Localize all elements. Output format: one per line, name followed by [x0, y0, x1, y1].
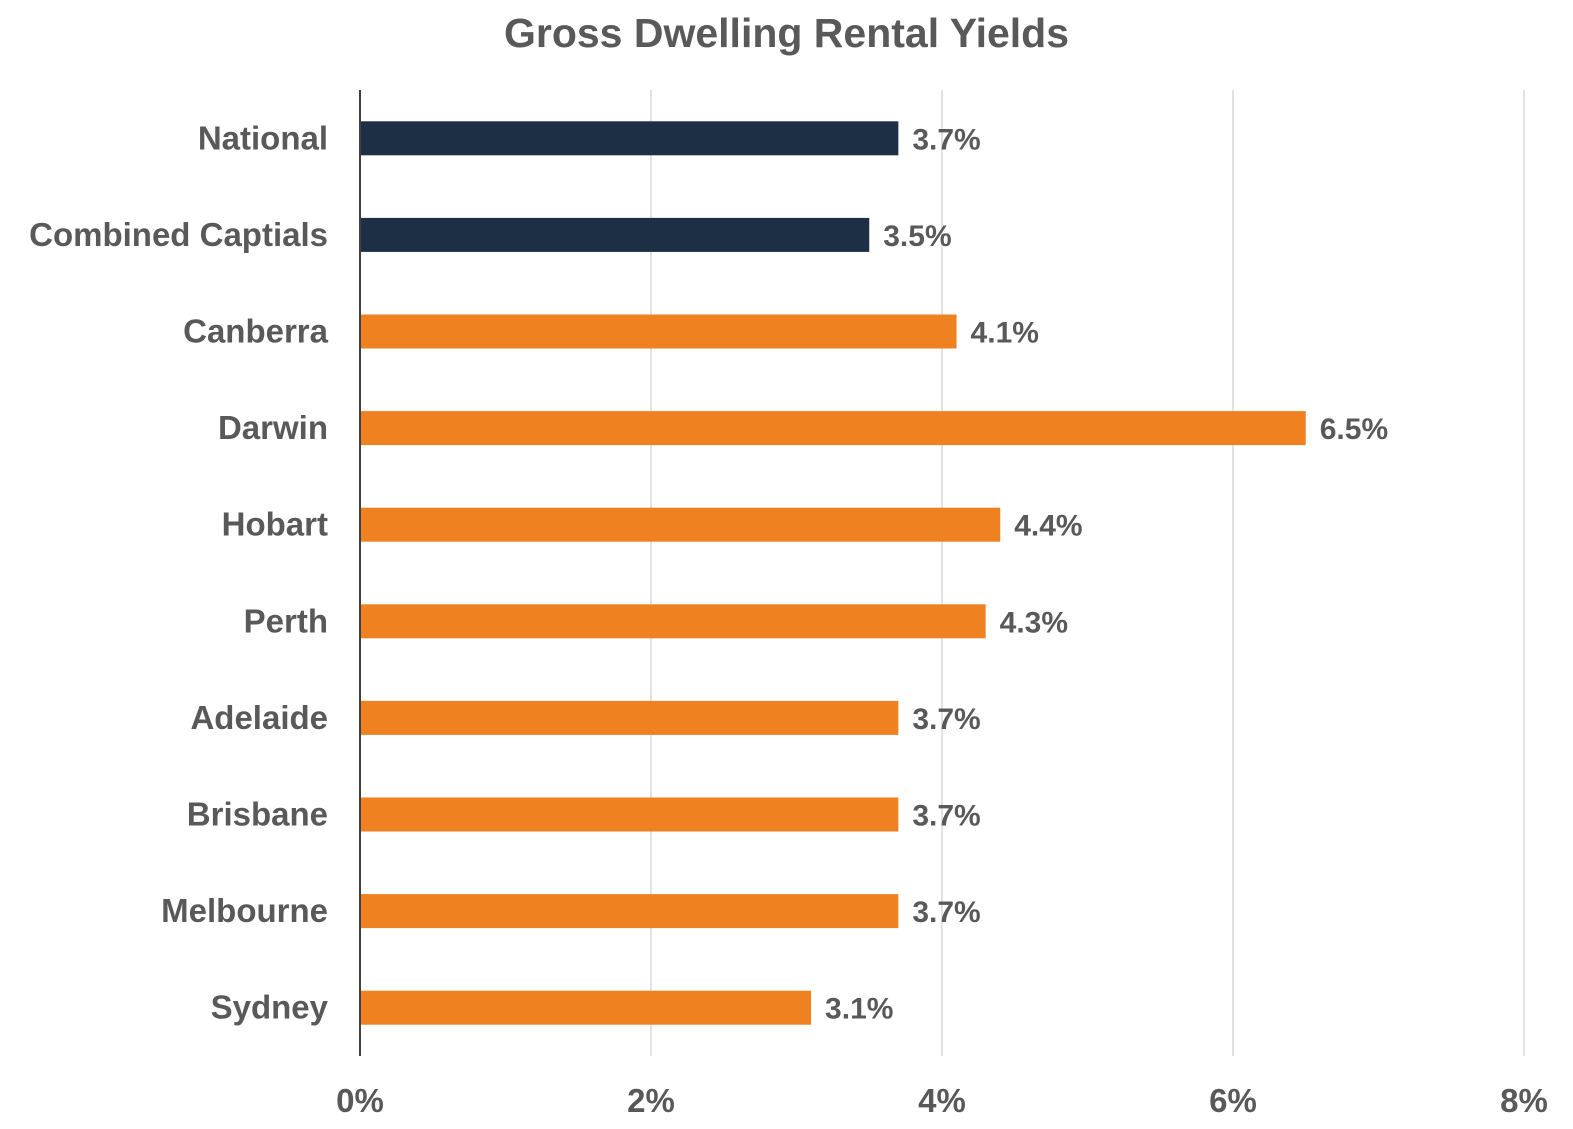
category-label: Perth [244, 602, 328, 639]
x-tick-label: 6% [1209, 1082, 1257, 1119]
x-tick-label: 4% [918, 1082, 966, 1119]
bar-5 [361, 604, 986, 639]
category-label: Melbourne [161, 892, 328, 929]
data-label: 3.5% [883, 220, 951, 253]
data-label: 3.1% [825, 993, 893, 1026]
bar-4 [361, 507, 1001, 542]
bar-6 [361, 700, 899, 735]
data-label: 4.4% [1014, 510, 1082, 543]
data-label: 3.7% [912, 703, 980, 736]
bar-3 [361, 411, 1306, 446]
bar-0 [361, 121, 899, 156]
category-label: Brisbane [187, 796, 328, 833]
x-tick-label: 8% [1500, 1082, 1548, 1119]
category-label: Darwin [218, 409, 328, 446]
x-tick-label: 2% [627, 1082, 675, 1119]
chart-title: Gross Dwelling Rental Yields [503, 10, 1070, 56]
data-label: 4.3% [1000, 606, 1068, 639]
category-label: Combined Captials [29, 216, 328, 253]
bar-2 [361, 314, 957, 349]
data-label: 3.7% [912, 800, 980, 833]
data-label: 3.7% [912, 896, 980, 929]
bar-8 [361, 894, 899, 929]
data-label: 6.5% [1320, 413, 1388, 446]
data-label: 3.7% [912, 123, 980, 156]
x-tick-label: 0% [336, 1082, 384, 1119]
bar-1 [361, 217, 870, 252]
bar-9 [361, 990, 812, 1025]
category-label: Adelaide [190, 699, 328, 736]
data-label: 4.1% [971, 317, 1039, 350]
category-label: Canberra [183, 313, 329, 350]
bar-7 [361, 797, 899, 832]
category-label: National [198, 119, 328, 156]
category-label: Sydney [211, 989, 329, 1026]
category-label: Hobart [222, 506, 328, 543]
